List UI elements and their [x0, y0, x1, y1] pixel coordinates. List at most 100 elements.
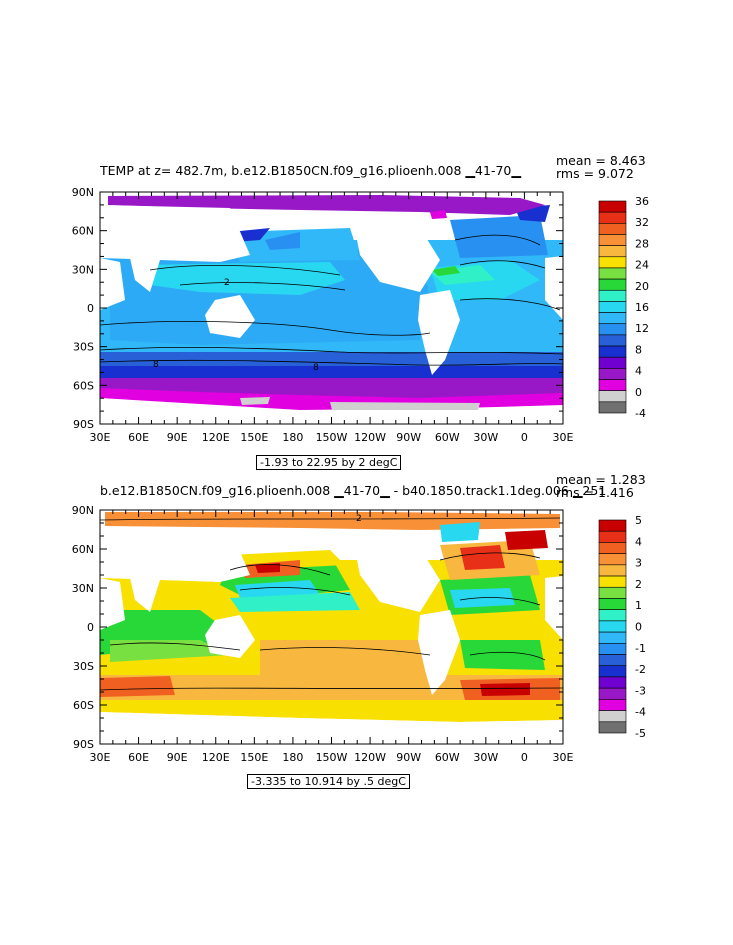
colorbar-swatch [598, 598, 627, 610]
colorbar-label: 1 [635, 599, 642, 612]
p2-npac-cyan [235, 580, 320, 598]
colorbar-label: 20 [635, 280, 649, 293]
colorbar-label: 24 [635, 259, 649, 272]
p2-arctic [105, 512, 560, 530]
p1-land-africa-w [100, 258, 125, 310]
colorbar-label: -5 [635, 727, 646, 740]
lat-label: 30N [72, 582, 94, 595]
p1-natl [450, 215, 548, 258]
p2-satl-green [460, 640, 545, 670]
colorbar-label: -4 [635, 706, 646, 719]
colorbar-swatch [598, 609, 627, 622]
panel2-title: b.e12.B1850CN.f09_g16.plioenh.008 ▁41-70… [100, 483, 607, 498]
p1-land-asia [100, 205, 250, 262]
p2-so-eddy1 [100, 676, 175, 697]
p1-antarctic-grey2 [330, 402, 480, 410]
lat-label: 90N [72, 186, 94, 199]
p1-cyan-wp [140, 262, 345, 295]
lat-label: 90S [73, 418, 94, 431]
p2-land-antarctica [100, 712, 563, 745]
lat-label: 60N [72, 543, 94, 556]
p2-land-namerica [355, 548, 440, 612]
colorbar-label: -2 [635, 663, 646, 676]
lon-label: 30E [90, 431, 111, 444]
colorbar-swatch [598, 401, 627, 414]
lat-label: 60S [73, 699, 94, 712]
lon-label: 60W [435, 751, 460, 764]
colorbar-label: 28 [635, 237, 649, 250]
p2-npac-red [255, 563, 280, 573]
lon-label: 120E [202, 751, 230, 764]
p1-antarctic-grey [240, 397, 270, 405]
colorbar-swatch [598, 564, 627, 577]
p2-contour-label-1: 2 [356, 514, 362, 524]
lon-label: 150E [240, 751, 268, 764]
colorbar-swatch [598, 721, 627, 734]
lon-label: 30E [553, 751, 574, 764]
p1-contour-label-3: 8 [313, 363, 319, 373]
colorbar-label: 12 [635, 322, 649, 335]
p2-natl-cyan [440, 522, 480, 542]
panel2-colorbar: 5 4 3 2 1 0 -1 -2 -3 -4 -5 [598, 514, 646, 740]
colorbar-swatch [598, 542, 627, 554]
panel1-colorbar: 36 32 28 24 20 16 12 8 4 0 -4 [598, 195, 649, 420]
lon-label: 60W [435, 431, 460, 444]
colorbar-swatch [598, 676, 627, 689]
colorbar-label: -4 [635, 407, 646, 420]
p2-land-india [130, 578, 160, 612]
colorbar-swatch [598, 699, 627, 711]
lat-label: 30S [73, 660, 94, 673]
p1-npac-blue [265, 232, 300, 250]
p2-natl-darkred [505, 530, 548, 550]
colorbar-swatch [598, 631, 627, 644]
colorbar-label: 8 [635, 343, 642, 356]
lon-label: 180 [282, 751, 303, 764]
lon-label: 120W [354, 431, 386, 444]
p1-arctic-pink [430, 210, 447, 219]
lat-label: 90S [73, 738, 94, 751]
colorbar-swatch [598, 575, 627, 588]
colorbar-label: 4 [635, 535, 642, 548]
lon-label: 180 [282, 431, 303, 444]
colorbar-swatch [598, 643, 627, 655]
p2-s-band-orange [100, 675, 563, 700]
colorbar-label: 36 [635, 195, 649, 208]
colorbar-swatch [598, 530, 627, 543]
p2-land-africa-e [545, 576, 563, 640]
p1-land-australia [205, 295, 255, 338]
colorbar-swatch [598, 519, 627, 532]
panel2-range: -3.335 to 10.914 by .5 degC [247, 774, 410, 789]
lon-label: 60E [128, 431, 149, 444]
panel1-range: -1.93 to 22.95 by 2 degC [256, 455, 402, 470]
p2-natl-red [460, 545, 505, 570]
colorbar-label: 4 [635, 365, 642, 378]
p2-land-africa-w [100, 578, 125, 630]
lon-label: 30E [553, 431, 574, 444]
p1-land-africa-e [545, 256, 563, 320]
colorbar-label: 32 [635, 216, 649, 229]
panel2-rms: rms = 1.416 [556, 485, 634, 500]
p1-contour-label-1: 2 [224, 278, 230, 288]
panel2-map: 90N 60N 30N 0 30S 60S 90S 30E 60E 90E 120E 150E 180… [72, 504, 646, 764]
lon-label: 0 [521, 431, 528, 444]
colorbar-swatch [598, 710, 627, 723]
lon-label: 60E [128, 751, 149, 764]
colorbar-label: 2 [635, 578, 642, 591]
lon-label: 30W [473, 751, 498, 764]
colorbar-swatch [598, 586, 627, 599]
lon-label: 30W [473, 431, 498, 444]
colorbar-swatch [598, 665, 627, 678]
colorbar-label: 0 [635, 621, 642, 634]
colorbar-label: 0 [635, 386, 642, 399]
p1-arctic [108, 195, 545, 215]
colorbar-swatch [598, 687, 627, 700]
lon-label: 120W [354, 751, 386, 764]
colorbar-label: -3 [635, 684, 646, 697]
lat-label: 90N [72, 504, 94, 517]
p1-land-india [130, 258, 160, 292]
lon-label: 150W [316, 431, 348, 444]
lat-label: 30S [73, 341, 94, 354]
panel1-mean: mean = 8.463 [556, 153, 646, 168]
lat-label: 60N [72, 225, 94, 238]
panel1-rms: rms = 9.072 [556, 166, 634, 181]
